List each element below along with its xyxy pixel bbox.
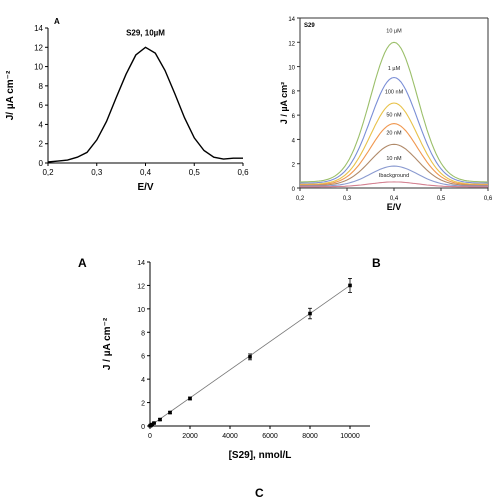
chart-b: 0,2 0,3 0,4 0,5 0,6 0 2 4 6 8 10 12 14 E/V J / µA cm² S… bbox=[280, 17, 493, 212]
y-tick-label: 2 bbox=[292, 163, 296, 169]
y-tick-label: 8 bbox=[39, 82, 44, 91]
y-tick-label: 0 bbox=[292, 187, 296, 193]
data-point bbox=[168, 410, 172, 415]
y-tick-label: 4 bbox=[39, 120, 44, 129]
series-line bbox=[300, 41, 488, 183]
x-tick-label: 0,2 bbox=[296, 196, 305, 202]
peak-annotation: S29, 10µM bbox=[126, 29, 165, 38]
panel-label-a: A bbox=[78, 256, 87, 270]
x-axis-title: E/V bbox=[387, 202, 402, 212]
y-tick-label: 10 bbox=[137, 307, 145, 314]
y-tick-label: 12 bbox=[137, 283, 145, 290]
y-tick-label: 6 bbox=[141, 354, 145, 361]
y-tick-label: 8 bbox=[292, 90, 296, 96]
series-label: 1 µM bbox=[388, 66, 401, 72]
x-tick-label: 8000 bbox=[302, 433, 318, 440]
chart-a: 0,2 0,3 0,4 0,5 0,6 0 2 4 6 8 10 12 14 E/V J/ µA cm⁻² A… bbox=[5, 17, 249, 193]
series-line bbox=[300, 143, 488, 187]
x-tick-label: 4000 bbox=[222, 433, 238, 440]
x-tick-label: 10000 bbox=[340, 433, 360, 440]
y-axis-title: J/ µA cm⁻² bbox=[5, 70, 16, 120]
panel-label-b: B bbox=[372, 256, 381, 270]
x-tick-label: 0,3 bbox=[91, 168, 103, 177]
x-tick-label: 0,5 bbox=[189, 168, 201, 177]
x-tick-label: 0,4 bbox=[390, 196, 399, 202]
data-point bbox=[158, 417, 162, 422]
y-tick-label: 4 bbox=[141, 377, 145, 384]
y-tick-label: 2 bbox=[141, 401, 145, 408]
x-tick-label: 0,4 bbox=[140, 168, 152, 177]
y-axis-title: J / µA cm⁻² bbox=[102, 317, 113, 370]
series-line bbox=[47, 46, 243, 163]
y-tick-label: 10 bbox=[288, 66, 295, 72]
x-axis-title: E/V bbox=[137, 182, 153, 193]
x-tick-label: 0,2 bbox=[42, 168, 54, 177]
x-axis-title: [S29], nmol/L bbox=[229, 450, 292, 461]
series-line bbox=[300, 165, 488, 187]
data-point bbox=[152, 421, 156, 425]
data-point bbox=[150, 422, 154, 427]
x-tick-label: 0,6 bbox=[237, 168, 249, 177]
series-line bbox=[300, 76, 488, 184]
y-tick-label: 12 bbox=[34, 43, 43, 52]
chart-c: 0 2000 4000 6000 8000 10000 0 2 4 6 8 10 12 14 [S29], … bbox=[102, 260, 370, 461]
y-tick-label: 14 bbox=[137, 260, 145, 267]
x-tick-label: 6000 bbox=[262, 433, 278, 440]
series-line bbox=[300, 102, 488, 185]
y-tick-label: 2 bbox=[39, 140, 44, 149]
data-point bbox=[188, 396, 192, 401]
panel-label-c: C bbox=[255, 486, 264, 500]
series-label: Ibackground bbox=[379, 173, 409, 179]
x-tick-label: 2000 bbox=[182, 433, 198, 440]
y-tick-label: 8 bbox=[141, 330, 145, 337]
y-tick-label: 14 bbox=[288, 17, 295, 23]
y-tick-label: 6 bbox=[292, 114, 296, 120]
y-tick-label: 0 bbox=[141, 424, 145, 431]
x-tick-label: 0,6 bbox=[484, 196, 493, 202]
panel-tag: S29 bbox=[304, 23, 315, 29]
data-point bbox=[348, 283, 352, 288]
series-label: 10 µM bbox=[386, 29, 402, 35]
y-tick-label: 4 bbox=[292, 138, 296, 144]
y-tick-label: 12 bbox=[288, 41, 295, 47]
y-tick-label: 0 bbox=[39, 159, 44, 168]
series-label: 20 nM bbox=[386, 131, 402, 137]
series-label: 50 nM bbox=[386, 112, 402, 118]
series-line bbox=[300, 181, 488, 188]
panel-tag: A bbox=[54, 17, 60, 26]
x-tick-label: 0,3 bbox=[343, 196, 352, 202]
y-tick-label: 14 bbox=[34, 24, 43, 33]
y-tick-label: 6 bbox=[39, 101, 44, 110]
y-tick-label: 10 bbox=[34, 63, 43, 72]
data-point bbox=[248, 355, 252, 359]
y-axis-title: J / µA cm² bbox=[280, 82, 289, 124]
series-label: 100 nM bbox=[385, 89, 404, 95]
data-point bbox=[308, 311, 312, 316]
series-line bbox=[300, 123, 488, 186]
x-tick-label: 0,5 bbox=[437, 196, 446, 202]
series-label: 10 nM bbox=[386, 156, 402, 162]
x-tick-label: 0 bbox=[148, 433, 152, 440]
